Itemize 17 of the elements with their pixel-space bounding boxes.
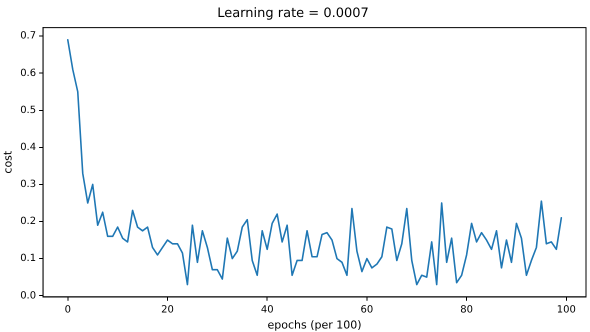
chart-title: Learning rate = 0.0007 bbox=[217, 6, 369, 22]
y-tick-label: 0.7 bbox=[20, 30, 36, 42]
y-tick-label: 0.3 bbox=[20, 179, 36, 190]
y-tick-label: 0.1 bbox=[20, 253, 36, 264]
x-tick-label: 80 bbox=[460, 304, 473, 316]
y-tick-label: 0.5 bbox=[20, 104, 36, 116]
x-tick-label: 20 bbox=[161, 304, 174, 316]
y-tick-label: 0.2 bbox=[20, 216, 36, 228]
y-tick-label: 0.0 bbox=[20, 290, 36, 302]
y-axis-title: cost bbox=[1, 150, 14, 174]
x-tick-label: 40 bbox=[260, 304, 274, 316]
y-tick-label: 0.4 bbox=[20, 142, 36, 153]
x-tick-label: 60 bbox=[360, 304, 374, 316]
x-axis-title: epochs (per 100) bbox=[268, 318, 362, 332]
x-tick-label: 0 bbox=[64, 304, 71, 316]
y-tick-label: 0.6 bbox=[20, 68, 36, 79]
x-tick-label: 100 bbox=[556, 304, 576, 316]
